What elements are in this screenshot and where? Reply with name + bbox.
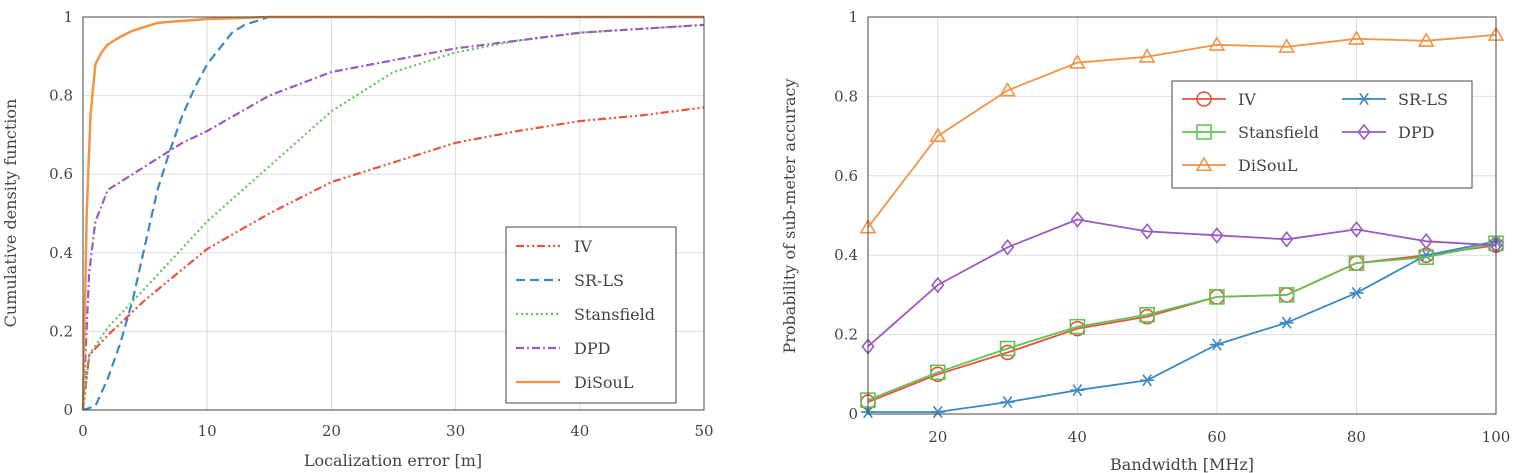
right-xtick-label: 100 xyxy=(1482,428,1511,446)
right-plot-frame xyxy=(867,16,1497,415)
right-ytick-label: 0.2 xyxy=(834,326,858,344)
right-ytick-label: 0.8 xyxy=(834,87,858,105)
right-series-line-stansfield xyxy=(867,242,1497,401)
right-legend-marker xyxy=(1357,92,1371,106)
right-point-dpd xyxy=(1280,231,1294,248)
right-point-disoul xyxy=(1348,30,1365,45)
left-ytick-label: 1 xyxy=(63,8,73,26)
right-point-disoul xyxy=(1068,54,1086,69)
left-plot-frame xyxy=(82,16,705,411)
left-legend-label: IV xyxy=(574,237,592,256)
right-point-stansfield xyxy=(1209,289,1225,305)
left-xtick-label: 20 xyxy=(322,422,341,440)
right-point-stansfield xyxy=(1348,255,1365,271)
right-point-disoul xyxy=(1417,32,1435,47)
right-point-disoul xyxy=(1278,38,1296,53)
right-xtick-label: 80 xyxy=(1347,428,1366,446)
right-legend-label: IV xyxy=(1238,90,1256,109)
left-ylabel: Cumulative density function xyxy=(1,99,20,328)
right-ytick-label: 0 xyxy=(848,405,858,423)
left-xtick-label: 40 xyxy=(570,422,589,440)
right-point-sr-ls xyxy=(1349,286,1364,299)
left-xtick-label: 50 xyxy=(694,422,713,440)
right-point-sr-ls xyxy=(930,405,945,419)
left-xlabel: Localization error [m] xyxy=(304,451,482,470)
left-ytick-label: 0 xyxy=(63,401,73,419)
left-legend: IV SR-LS Stansfield DPD DiSouL xyxy=(505,226,677,404)
right-point-dpd xyxy=(1000,238,1015,256)
right-point-dpd xyxy=(1140,223,1154,240)
right-series-line-iv xyxy=(867,244,1497,403)
left-series-line-dpd xyxy=(81,23,705,411)
left-legend-box xyxy=(505,226,677,404)
right-point-sr-ls xyxy=(1000,396,1015,409)
right-ytick-label: 0.6 xyxy=(834,167,858,185)
right-point-dpd xyxy=(1419,233,1433,250)
accuracy-chart: 20 40 60 80 100 0 0.2 0.4 0.6 0.8 1 Bandwidth [MHz… xyxy=(780,8,1510,473)
right-legend-marker xyxy=(1357,123,1371,141)
right-series-line-disoul xyxy=(867,34,1497,228)
right-point-sr-ls xyxy=(1209,338,1224,351)
left-ytick-label: 0.8 xyxy=(49,87,73,105)
right-legend-label: SR-LS xyxy=(1398,90,1448,109)
right-legend: IV SR-LS Stansfield DPD DiSouL xyxy=(1171,80,1473,189)
right-xtick-label: 40 xyxy=(1068,428,1087,446)
left-series-line-disoul xyxy=(81,15,704,411)
left-legend-label: DiSouL xyxy=(574,373,634,392)
right-legend-label: DiSouL xyxy=(1238,156,1298,175)
right-point-sr-ls xyxy=(1419,249,1434,262)
right-point-disoul xyxy=(1208,36,1226,51)
right-xtick-label: 60 xyxy=(1207,428,1226,446)
right-legend-marker xyxy=(1195,156,1213,172)
left-xtick-label: 0 xyxy=(78,422,88,440)
right-point-disoul xyxy=(999,81,1016,97)
right-point-stansfield xyxy=(929,364,946,381)
left-legend-label: Stansfield xyxy=(574,305,655,324)
right-xlabel: Bandwidth [MHz] xyxy=(1110,455,1254,473)
right-series-line-dpd xyxy=(867,218,1497,348)
right-grid xyxy=(868,16,1497,415)
left-ytick-label: 0.6 xyxy=(49,165,73,183)
right-legend-label: Stansfield xyxy=(1238,123,1319,142)
right-point-dpd xyxy=(1070,211,1084,228)
right-legend-label: DPD xyxy=(1398,123,1434,142)
right-series-line-sr-ls xyxy=(868,240,1497,413)
right-legend-marker xyxy=(1196,124,1212,140)
right-point-dpd xyxy=(1349,221,1364,238)
right-point-stansfield xyxy=(1139,306,1155,323)
right-tick-labels: 20 40 60 80 100 0 0.2 0.4 0.6 0.8 1 xyxy=(834,8,1510,446)
left-series-line-iv xyxy=(81,106,705,411)
right-ylabel: Probability of sub-meter accuracy xyxy=(780,78,799,353)
right-ytick-label: 1 xyxy=(848,8,858,26)
left-xtick-label: 10 xyxy=(198,422,217,440)
left-legend-label: SR-LS xyxy=(574,271,624,290)
right-point-dpd xyxy=(1210,227,1224,244)
right-point-disoul xyxy=(1138,48,1156,63)
right-point-sr-ls xyxy=(1279,316,1294,329)
right-point-dpd xyxy=(931,276,945,294)
left-legend-label: DPD xyxy=(574,339,610,358)
right-point-stansfield xyxy=(1278,287,1295,303)
right-ytick-label: 0.4 xyxy=(834,246,858,264)
right-point-stansfield xyxy=(1418,249,1435,265)
right-xtick-label: 20 xyxy=(928,428,947,446)
left-ytick-label: 0.2 xyxy=(49,322,73,340)
right-point-sr-ls xyxy=(1140,374,1155,387)
left-tick-labels: 0 10 20 30 40 50 0 0.2 0.4 0.6 0.8 1 xyxy=(49,8,713,440)
left-ytick-label: 0.4 xyxy=(49,244,73,262)
right-point-stansfield xyxy=(999,340,1016,357)
left-xtick-label: 30 xyxy=(446,422,465,440)
right-point-disoul xyxy=(929,127,947,143)
cdf-chart: 0 10 20 30 40 50 0 0.2 0.4 0.6 0.8 1 Localization e… xyxy=(1,8,714,470)
right-point-stansfield xyxy=(1069,318,1086,335)
right-legend-marker xyxy=(1196,91,1212,107)
right-point-sr-ls xyxy=(1070,384,1085,397)
